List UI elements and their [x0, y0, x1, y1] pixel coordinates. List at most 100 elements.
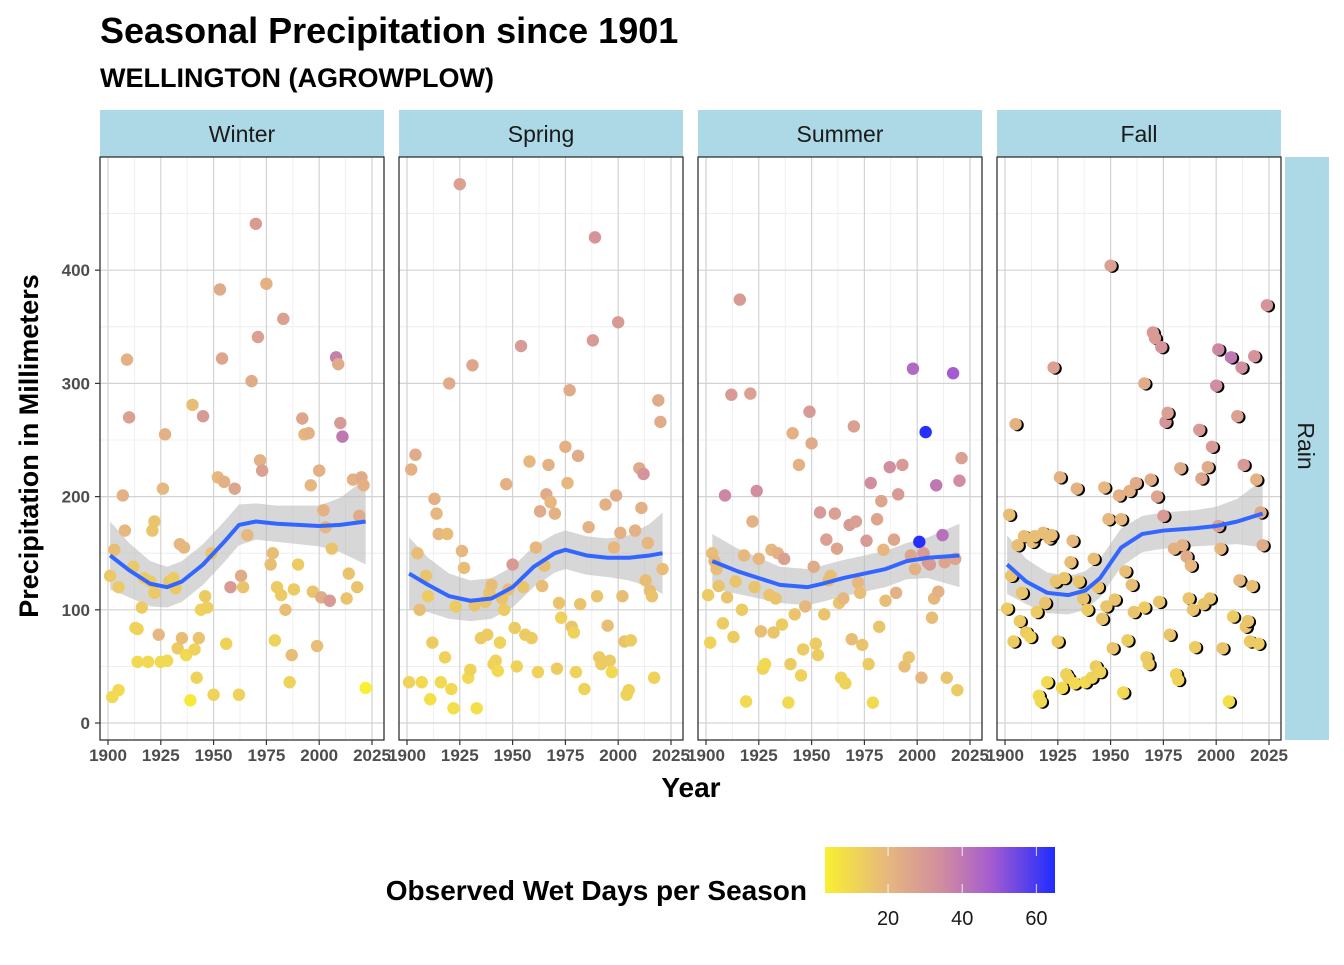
data-point [426, 636, 439, 649]
data-point [158, 428, 172, 441]
data-point [493, 636, 507, 649]
y-tick-label: 0 [81, 714, 90, 733]
data-point [1041, 676, 1054, 689]
data-point [103, 569, 117, 583]
data-point [287, 583, 301, 596]
data-point [508, 621, 521, 635]
data-point [590, 590, 604, 603]
data-point [411, 547, 424, 560]
data-point [809, 637, 823, 650]
data-point [419, 569, 433, 583]
data-point [1057, 571, 1071, 585]
data-point [563, 383, 576, 397]
data-point [622, 683, 635, 697]
data-point [1176, 539, 1189, 552]
data-point [624, 634, 638, 647]
data-point [1003, 508, 1016, 521]
data-point [554, 611, 568, 624]
data-point [1045, 528, 1058, 542]
data-point [1152, 595, 1166, 609]
data-point [748, 580, 761, 594]
data-point [561, 476, 574, 490]
data-point [856, 638, 869, 652]
data-point [457, 561, 471, 575]
x-tick-label: 1900 [687, 746, 725, 765]
data-point [951, 683, 964, 697]
data-point [470, 702, 483, 715]
data-point [428, 492, 441, 506]
data-point [1182, 592, 1195, 605]
data-point [851, 576, 865, 589]
panel-background [100, 157, 384, 740]
data-point [1081, 603, 1094, 616]
data-point [777, 552, 791, 566]
data-point [794, 669, 808, 682]
x-axis-label: Year [661, 772, 720, 803]
x-tick-label: 1900 [986, 746, 1024, 765]
data-point [1104, 259, 1117, 272]
data-point [896, 458, 909, 472]
data-point [586, 334, 600, 347]
data-point [712, 579, 725, 593]
data-point [1171, 673, 1185, 687]
data-point [160, 654, 174, 667]
data-point [1245, 579, 1259, 593]
data-point [464, 663, 477, 676]
x-tick-label: 1925 [441, 746, 479, 765]
data-point [803, 405, 816, 418]
data-point [1095, 612, 1109, 626]
data-point [1210, 379, 1223, 392]
data-point [637, 467, 650, 481]
data-point [285, 648, 298, 662]
data-point [1193, 423, 1206, 437]
data-point [716, 617, 730, 630]
data-point [796, 643, 810, 656]
data-point [424, 693, 437, 706]
data-point [839, 677, 852, 690]
data-point [1013, 614, 1026, 628]
data-point [786, 427, 799, 440]
facet-strip-label: Winter [209, 121, 276, 147]
smooth-line [408, 547, 663, 603]
data-point [877, 543, 890, 557]
data-point [334, 416, 347, 430]
data-point [936, 528, 949, 542]
data-point [357, 479, 370, 492]
data-point [845, 633, 858, 646]
data-point [940, 671, 953, 684]
chart-subtitle: WELLINGTON (AGROWPLOW) [100, 63, 494, 93]
x-tick-label: 1950 [1092, 746, 1130, 765]
data-point [609, 489, 623, 502]
x-tick-label: 2000 [599, 746, 637, 765]
data-point [656, 562, 669, 576]
data-point [440, 527, 454, 541]
data-point [529, 541, 543, 554]
x-tick-label: 1975 [546, 746, 584, 765]
x-tick-label: 1975 [247, 746, 285, 765]
data-point [792, 458, 806, 472]
data-point [192, 631, 206, 645]
data-point [1144, 473, 1157, 486]
data-point [889, 586, 903, 600]
data-point [550, 662, 564, 675]
data-point [190, 671, 203, 684]
data-point [544, 496, 557, 509]
data-point [582, 520, 595, 534]
data-point [351, 580, 364, 594]
data-point [599, 498, 612, 511]
data-point [849, 515, 863, 528]
data-point [1241, 614, 1255, 628]
panel-border [697, 156, 983, 741]
data-point [818, 608, 831, 621]
data-point [249, 217, 263, 230]
data-point [1030, 605, 1043, 619]
data-point [141, 655, 155, 669]
data-point [807, 560, 820, 573]
row-strip-label: Rain [1293, 422, 1319, 469]
data-point [171, 642, 184, 655]
data-point [752, 552, 765, 566]
data-point [746, 515, 759, 528]
data-point [1186, 603, 1200, 616]
data-point [264, 558, 277, 571]
legend-tick-label: 40 [951, 908, 973, 930]
